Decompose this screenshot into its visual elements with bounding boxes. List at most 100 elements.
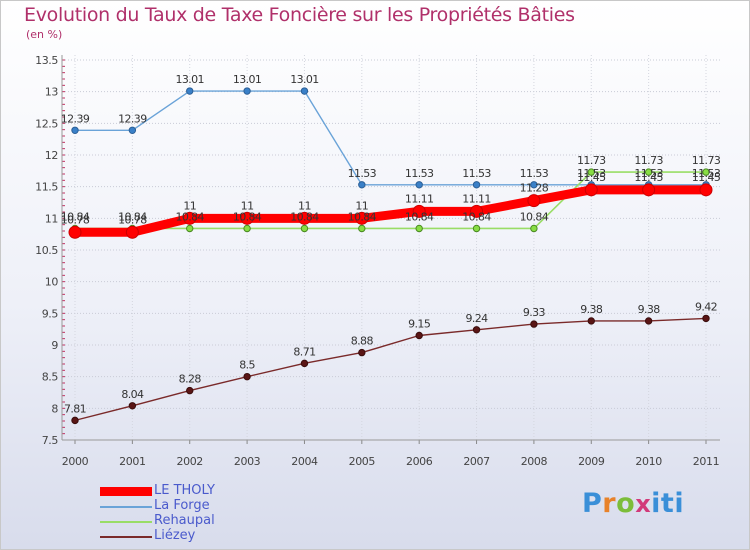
data-point-le-tholy xyxy=(699,183,713,197)
y-tick-label: 12.5 xyxy=(35,117,58,130)
legend-swatch xyxy=(100,521,152,523)
data-point-rehaupal xyxy=(358,224,366,233)
legend-label: Liézey xyxy=(154,528,196,543)
x-tick-labels: 2000 2001 2002 2003 2004 2005 2006 2007 2008 2009… xyxy=(62,455,720,468)
data-label-rehaupal: 10.84 xyxy=(290,210,319,223)
data-point-li-zey xyxy=(702,314,710,323)
legend-swatch xyxy=(100,536,152,538)
data-label-li-zey: 9.24 xyxy=(465,312,488,325)
data-point-rehaupal xyxy=(243,224,251,233)
data-label-rehaupal: 10.84 xyxy=(348,210,377,223)
grid-lines xyxy=(62,55,720,441)
data-label-le-tholy: 10.78 xyxy=(61,213,90,226)
y-tick-label: 8 xyxy=(51,402,58,415)
data-point-li-zey xyxy=(587,317,595,325)
data-point-le-tholy xyxy=(183,211,197,225)
y-tick-label: 13.5 xyxy=(35,54,58,67)
proxiti-logo: Proxiti xyxy=(582,488,685,519)
data-label-la-forge: 11.53 xyxy=(520,167,549,180)
x-tick-label: 2000 xyxy=(62,455,89,468)
data-label-la-forge: 11.53 xyxy=(692,167,721,180)
data-label-le-tholy: 11.11 xyxy=(462,192,491,205)
data-label-rehaupal: 10.84 xyxy=(520,210,549,223)
x-tick-label: 2002 xyxy=(177,455,203,468)
data-point-li-zey xyxy=(415,331,423,340)
data-label-la-forge: 11.53 xyxy=(348,167,377,180)
data-label-le-tholy: 11 xyxy=(183,199,196,212)
y-tick-label: 7.5 xyxy=(42,434,59,447)
data-label-le-tholy: 11 xyxy=(298,199,311,212)
data-label-li-zey: 8.71 xyxy=(293,345,315,358)
chart-title: Evolution du Taux de Taxe Foncière sur l… xyxy=(24,4,575,26)
data-point-rehaupal xyxy=(300,224,309,233)
data-point-le-tholy xyxy=(68,225,82,239)
data-point-li-zey xyxy=(128,402,137,410)
data-label-li-zey: 9.15 xyxy=(408,318,431,331)
data-point-li-zey xyxy=(186,386,194,395)
x-tick-label: 2011 xyxy=(693,455,719,468)
data-label-rehaupal: 10.84 xyxy=(462,210,491,223)
data-label-la-forge: 13.01 xyxy=(290,73,319,86)
data-label-le-tholy: 11.11 xyxy=(405,192,434,205)
legend-label: La Forge xyxy=(154,498,210,513)
y-tick-label: 11 xyxy=(45,212,58,225)
x-tick-label: 2007 xyxy=(463,455,490,468)
data-point-la-forge xyxy=(243,87,251,95)
x-tick-label: 2010 xyxy=(635,455,662,468)
data-label-la-forge: 11.53 xyxy=(577,167,606,180)
series-line-li-zey xyxy=(74,317,707,422)
data-label-rehaupal: 10.84 xyxy=(175,210,204,223)
y-tick-label: 12 xyxy=(45,149,58,162)
data-point-le-tholy xyxy=(240,211,254,225)
x-tick-label: 2003 xyxy=(234,455,261,468)
data-point-la-forge xyxy=(472,181,481,189)
data-label-rehaupal: 10.84 xyxy=(61,210,90,223)
data-point-la-forge xyxy=(358,181,366,189)
y-tick-label: 9.5 xyxy=(42,307,59,320)
data-label-la-forge: 11.53 xyxy=(462,167,491,180)
series-la-forge xyxy=(71,87,710,189)
data-point-le-tholy xyxy=(527,194,541,208)
data-label-rehaupal: 11.73 xyxy=(577,154,606,167)
data-label-li-zey: 9.42 xyxy=(695,300,717,313)
legend-label: LE THOLY xyxy=(154,483,215,498)
legend-label: Rehaupal xyxy=(154,513,215,528)
data-point-rehaupal xyxy=(702,168,710,176)
series-li-zey xyxy=(71,314,710,425)
y-tick-label: 13 xyxy=(45,86,59,99)
data-label-la-forge: 13.01 xyxy=(175,73,204,86)
data-label-le-tholy: 11.28 xyxy=(520,182,549,195)
data-point-li-zey xyxy=(243,372,251,381)
data-label-la-forge: 12.39 xyxy=(61,112,90,125)
y-tick-label: 11.5 xyxy=(35,181,58,194)
data-point-li-zey xyxy=(300,359,309,368)
data-label-le-tholy: 11 xyxy=(355,199,368,212)
x-tick-label: 2006 xyxy=(406,455,433,468)
data-point-rehaupal xyxy=(587,168,595,176)
x-tick-label: 2009 xyxy=(578,455,605,468)
series-layer xyxy=(68,87,713,425)
y-tick-label: 9 xyxy=(51,339,58,352)
data-point-rehaupal xyxy=(644,168,653,176)
data-point-li-zey xyxy=(358,348,366,357)
data-point-la-forge xyxy=(300,87,309,95)
data-point-la-forge xyxy=(415,181,423,189)
data-point-rehaupal xyxy=(530,224,538,233)
data-label-li-zey: 8.88 xyxy=(351,335,374,348)
data-label-le-tholy: 10.78 xyxy=(118,213,147,226)
data-point-le-tholy xyxy=(412,204,426,218)
data-point-le-tholy xyxy=(642,183,656,197)
y-tick-label: 8.5 xyxy=(42,371,59,384)
data-point-la-forge xyxy=(530,181,538,189)
y-tick-label: 10 xyxy=(45,276,59,289)
data-label-la-forge: 11.53 xyxy=(634,167,663,180)
x-tick-label: 2005 xyxy=(349,455,376,468)
data-label-rehaupal: 11.73 xyxy=(634,154,663,167)
axes xyxy=(61,55,720,444)
data-point-li-zey xyxy=(644,317,653,325)
series-line-la-forge xyxy=(75,90,706,186)
data-point-rehaupal xyxy=(472,224,481,233)
data-label-li-zey: 8.28 xyxy=(179,373,202,386)
